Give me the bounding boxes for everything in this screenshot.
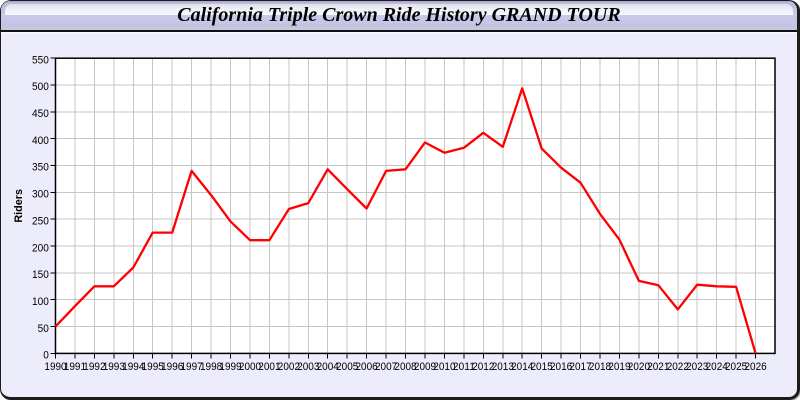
svg-text:1994: 1994	[122, 361, 144, 373]
svg-text:250: 250	[32, 215, 49, 227]
svg-text:2010: 2010	[433, 361, 455, 373]
svg-text:550: 550	[32, 54, 49, 66]
svg-text:2026: 2026	[744, 361, 766, 373]
svg-text:1991: 1991	[63, 361, 85, 373]
svg-text:450: 450	[32, 108, 49, 120]
svg-text:2020: 2020	[627, 361, 649, 373]
svg-text:1998: 1998	[200, 361, 222, 373]
svg-text:2007: 2007	[375, 361, 397, 373]
svg-text:2005: 2005	[336, 361, 358, 373]
svg-text:350: 350	[32, 161, 49, 173]
svg-text:2016: 2016	[550, 361, 572, 373]
svg-text:2008: 2008	[394, 361, 416, 373]
svg-text:0: 0	[43, 349, 49, 361]
svg-text:2009: 2009	[413, 361, 435, 373]
svg-text:2019: 2019	[608, 361, 630, 373]
svg-text:1996: 1996	[161, 361, 183, 373]
svg-text:1999: 1999	[219, 361, 241, 373]
svg-text:1997: 1997	[180, 361, 202, 373]
svg-text:2018: 2018	[588, 361, 610, 373]
svg-text:1995: 1995	[141, 361, 163, 373]
svg-text:2013: 2013	[491, 361, 513, 373]
svg-text:2002: 2002	[277, 361, 299, 373]
svg-text:2014: 2014	[511, 361, 533, 373]
svg-text:2001: 2001	[258, 361, 280, 373]
svg-text:2004: 2004	[316, 361, 338, 373]
svg-text:2024: 2024	[705, 361, 727, 373]
svg-text:150: 150	[32, 269, 49, 281]
svg-text:2022: 2022	[666, 361, 688, 373]
svg-text:100: 100	[32, 295, 49, 307]
svg-text:2012: 2012	[472, 361, 494, 373]
svg-text:50: 50	[37, 322, 48, 334]
svg-text:2025: 2025	[725, 361, 747, 373]
svg-text:500: 500	[32, 81, 49, 93]
svg-text:1990: 1990	[44, 361, 66, 373]
svg-text:1992: 1992	[83, 361, 105, 373]
svg-text:2015: 2015	[530, 361, 552, 373]
svg-text:400: 400	[32, 134, 49, 146]
svg-text:300: 300	[32, 188, 49, 200]
svg-text:2021: 2021	[647, 361, 669, 373]
svg-text:2023: 2023	[686, 361, 708, 373]
svg-text:2006: 2006	[355, 361, 377, 373]
svg-text:2003: 2003	[297, 361, 319, 373]
svg-text:Riders: Riders	[13, 188, 25, 222]
svg-text:2000: 2000	[238, 361, 260, 373]
svg-text:1993: 1993	[102, 361, 124, 373]
svg-text:2011: 2011	[452, 361, 474, 373]
svg-text:200: 200	[32, 242, 49, 254]
svg-text:2017: 2017	[569, 361, 591, 373]
